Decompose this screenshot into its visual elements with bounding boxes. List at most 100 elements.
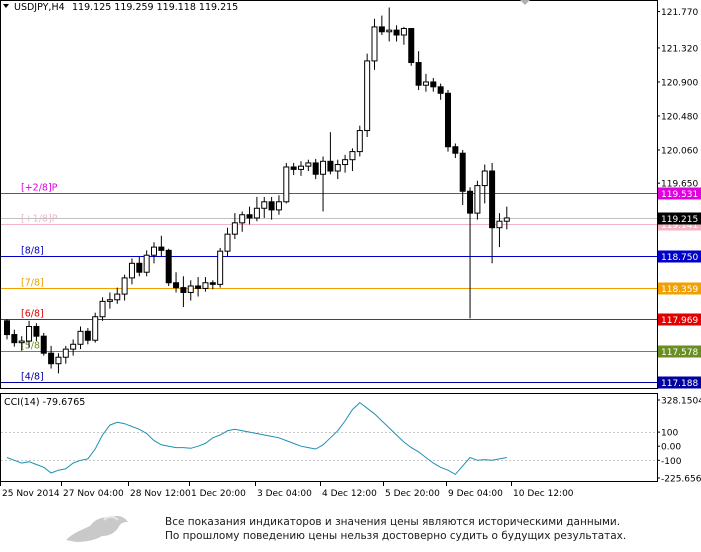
symbol-timeframe: USDJPY,H4 (14, 2, 65, 13)
candle-body-bull (231, 222, 238, 235)
candle-body-bull (99, 300, 106, 318)
time-axis: 25 Nov 2014 27 Nov 04:00 28 Nov 12:00 1 Dec… (0, 482, 574, 499)
candle-body-bear (158, 246, 165, 251)
candle-body-bull (239, 214, 246, 224)
candle-body-bull (114, 293, 121, 301)
candle-body-bull (503, 217, 510, 222)
candle-body-bull (253, 207, 260, 219)
candle-body-bear (489, 170, 496, 229)
candle-body-bull (143, 254, 150, 273)
dropdown-triangle-icon[interactable] (3, 4, 9, 8)
price-level-text: 119.141 (661, 221, 698, 231)
candle-body-bear (11, 334, 18, 344)
candle-body-bear (408, 28, 415, 64)
murrey-level-label: [5/8] (21, 341, 44, 352)
candle-body-bear (4, 320, 10, 336)
candle-body-bull (298, 165, 304, 170)
murrey-level-label: [7/8] (21, 278, 44, 289)
candle-body-bull (261, 201, 268, 209)
time-tick-label: 9 Dec 04:00 (448, 489, 503, 499)
murrey-level-label: [6/8] (21, 309, 44, 320)
candle-body-bear (415, 62, 422, 86)
candle-body-bear (430, 81, 437, 88)
candle-body-bull (422, 81, 429, 86)
time-tick-label: 27 Nov 04:00 (63, 489, 124, 499)
cci-tick-label: 100 (661, 429, 678, 439)
candle-body-bear (173, 282, 180, 289)
price-level-text: 118.359 (661, 285, 698, 295)
cci-line (6, 401, 507, 476)
price-level-text: 117.969 (661, 316, 698, 326)
candle-body-bear (180, 287, 187, 293)
candle-body-bull (77, 330, 84, 345)
disclaimer-line-2: По прошлому поведению цены нельзя достов… (165, 530, 627, 542)
candle-body-bull (496, 220, 503, 229)
candle-body-bull (364, 60, 371, 132)
candle-body-bull (356, 130, 363, 153)
price-level-box (658, 345, 701, 358)
candle-body-bull (283, 166, 290, 203)
candle-body-bear (290, 166, 297, 170)
candle-body-bear (48, 352, 55, 365)
candle-body-bear (84, 330, 91, 341)
candle-body-bull (62, 348, 69, 358)
candle-body-bear (459, 152, 466, 192)
candle-body-bull (334, 164, 341, 172)
candle-body-bull (18, 340, 25, 344)
price-level-text: 119.531 (661, 190, 698, 200)
candle-body-bull (275, 201, 282, 211)
main-chart-frame (0, 0, 658, 389)
candle-body-bull (349, 151, 356, 161)
time-tick-label: 28 Nov 12:00 (130, 489, 191, 499)
time-tick-label: 5 Dec 20:00 (385, 489, 440, 499)
candle-body-bull (320, 160, 327, 175)
candle-body-bull (121, 277, 128, 295)
candle-body-bull (217, 250, 224, 285)
candle-body-bear (327, 160, 334, 172)
price-level-box (658, 313, 701, 326)
candle-body-bull (202, 282, 209, 289)
murrey-level-label: [+2/8]P (21, 183, 58, 194)
price-tick-label: 121.320 (661, 44, 698, 54)
price-axis: 121.770 121.320 120.900 120.480 120.060 119.6… (657, 8, 701, 389)
candle-body-bull (474, 185, 481, 214)
candle-body-bull (386, 29, 393, 33)
candle-body-bull (342, 159, 349, 166)
cci-panel-frame (0, 393, 658, 482)
candle-body-bear (209, 282, 216, 285)
time-tick-label: 4 Dec 12:00 (322, 489, 377, 499)
candle-body-bull (187, 285, 194, 293)
candle-body-bear (136, 262, 143, 273)
disclaimer-line-1: Все показания индикаторов и значения цен… (165, 516, 621, 528)
candle-body-bull (481, 170, 488, 187)
cci-tick-label: 328.1504 (661, 397, 701, 407)
last-price-box (658, 212, 701, 225)
time-tick-label: 3 Dec 04:00 (257, 489, 312, 499)
candle-body-bear (165, 249, 172, 284)
candle-body-bear (312, 162, 319, 175)
candle-body-bear (195, 285, 202, 289)
candle-body-bull (151, 246, 157, 256)
candle-body-bull (106, 299, 113, 302)
candle-body-bull (371, 26, 378, 62)
murrey-level-label: [4/8] (21, 372, 44, 383)
murrey-levels: [+2/8]P[+1/8]P[8/8][7/8][6/8][5/8][4/8] (1, 183, 657, 383)
price-level-text: 117.578 (661, 348, 698, 358)
candle-body-bear (437, 86, 444, 94)
price-level-text: 118.750 (661, 253, 698, 263)
chart-canvas: USDJPY,H4 119.125 119.259 119.118 119.21… (0, 0, 701, 499)
price-level-box (658, 282, 701, 295)
candle-body-bear (40, 335, 47, 354)
price-tick-label: 121.770 (661, 8, 698, 18)
candle-body-bull (305, 162, 312, 167)
cci-layer (1, 401, 657, 476)
last-price-text: 119.215 (661, 215, 698, 225)
time-tick-label: 1 Dec 20:00 (191, 489, 246, 499)
cci-tick-label: -100 (661, 457, 682, 467)
candle-body-bear (393, 29, 400, 36)
corner-arrow-icon (520, 0, 530, 5)
candle-body-bull (128, 262, 135, 279)
candle-body-bull (26, 325, 33, 342)
